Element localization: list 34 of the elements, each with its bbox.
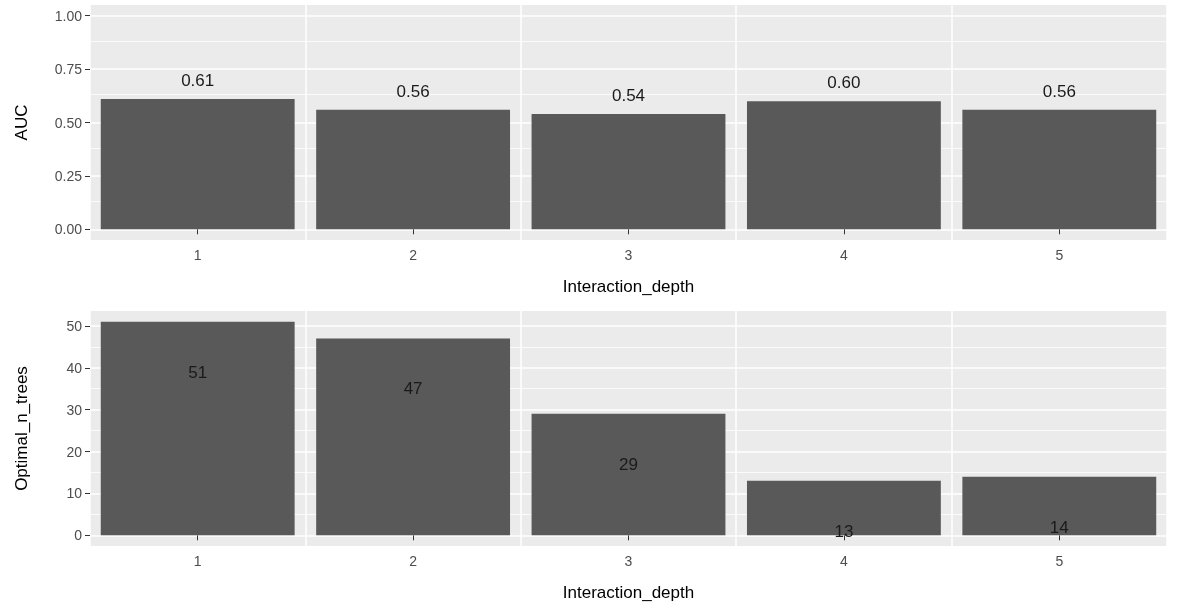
x-tick-label: 5 (1055, 553, 1064, 569)
data-label: 0.56 (396, 81, 430, 101)
y-tick-label: 1.00 (54, 7, 83, 24)
y-tick-label: 0 (74, 527, 83, 544)
x-tick-label: 2 (409, 553, 418, 569)
y-tick-label: 0.75 (54, 61, 83, 78)
y-tick-label: 0.50 (54, 114, 83, 131)
y-tick-label: 0.25 (54, 167, 83, 184)
x-tick-label: 4 (840, 247, 848, 263)
data-label: 14 (1049, 517, 1069, 537)
data-label: 47 (403, 379, 423, 399)
y-axis-title: AUC (12, 104, 31, 141)
x-tick-label: 5 (1055, 247, 1064, 263)
data-label: 0.56 (1042, 81, 1076, 101)
x-axis-title: Interaction_depth (562, 277, 695, 296)
data-label: 0.54 (611, 85, 646, 105)
x-tick-label: 2 (409, 247, 418, 263)
y-tick-label: 50 (66, 317, 83, 334)
x-tick-label: 1 (193, 553, 202, 569)
y-tick-label: 20 (66, 443, 83, 460)
x-tick-label: 4 (840, 553, 848, 569)
data-label: 29 (619, 454, 638, 474)
y-tick-label: 30 (66, 401, 83, 418)
data-label: 0.61 (181, 71, 215, 90)
y-tick-label: 40 (66, 359, 83, 376)
x-axis-title: Interaction_depth (562, 583, 695, 602)
data-label: 51 (188, 362, 208, 382)
y-axis-title: Optimal_n_trees (12, 366, 31, 491)
y-tick-label: 10 (66, 485, 83, 502)
y-tick-label: 0.00 (54, 221, 83, 238)
x-tick-label: 3 (624, 247, 633, 263)
x-tick-label: 1 (193, 247, 202, 263)
x-tick-label: 3 (624, 553, 633, 569)
data-label: 0.60 (827, 73, 861, 93)
